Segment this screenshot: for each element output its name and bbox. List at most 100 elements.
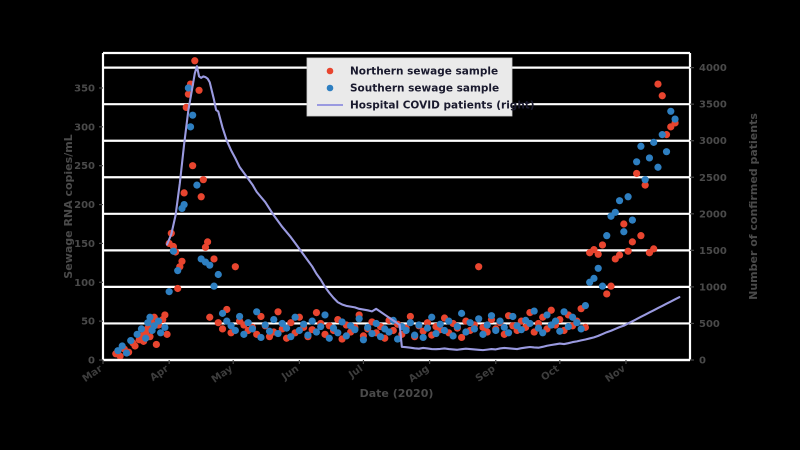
data-point <box>274 308 282 316</box>
data-point <box>543 311 551 319</box>
data-point <box>440 326 449 335</box>
series-points-southern <box>114 84 679 357</box>
data-point <box>547 306 555 314</box>
data-point <box>641 181 649 189</box>
data-point <box>295 326 303 335</box>
data-point <box>180 189 188 197</box>
data-point <box>483 321 491 329</box>
data-point <box>227 322 235 330</box>
data-point <box>329 324 338 332</box>
data-point <box>240 330 248 338</box>
data-point <box>142 334 150 342</box>
data-point <box>308 317 316 325</box>
data-point <box>628 238 636 246</box>
data-point <box>594 250 602 258</box>
chart-legend: Northern sewage sample Southern sewage sa… <box>306 57 535 117</box>
legend-label: Northern sewage sample <box>350 66 498 78</box>
data-point <box>184 84 192 92</box>
data-point <box>223 317 231 325</box>
data-point <box>624 193 632 201</box>
data-point <box>650 138 658 146</box>
data-point <box>133 330 141 338</box>
data-point <box>351 326 359 334</box>
data-point <box>300 320 308 328</box>
data-point <box>214 270 222 279</box>
data-point <box>236 312 244 321</box>
data-point <box>154 317 163 325</box>
data-point <box>611 208 619 216</box>
data-point <box>265 327 274 335</box>
data-point <box>534 324 543 332</box>
left-tick-label: 300 <box>74 122 95 133</box>
data-point <box>355 315 363 323</box>
right-tick-label: 500 <box>699 319 720 330</box>
y-axis-title: Sewage RNA copies/mL <box>62 134 75 278</box>
data-point <box>248 325 257 333</box>
data-point <box>146 313 154 321</box>
data-point <box>551 317 560 325</box>
x-axis-title: Date (2020) <box>360 387 434 400</box>
data-point <box>573 319 581 327</box>
data-point <box>607 282 615 290</box>
data-point <box>163 330 171 338</box>
data-point <box>334 329 342 337</box>
data-point <box>189 162 197 170</box>
right-tick-label: 1500 <box>699 246 727 257</box>
data-point <box>257 333 265 342</box>
data-point <box>393 335 402 343</box>
data-point <box>150 322 158 330</box>
data-point <box>620 220 628 228</box>
data-point <box>470 325 479 333</box>
data-point <box>312 308 321 317</box>
data-point <box>214 319 222 327</box>
data-point <box>658 92 666 100</box>
data-point <box>581 301 590 310</box>
data-point <box>615 197 624 205</box>
right-tick-label: 3000 <box>699 136 727 147</box>
data-point <box>206 261 214 269</box>
data-point <box>564 322 572 331</box>
data-point <box>633 169 641 178</box>
data-point <box>428 313 436 321</box>
data-point <box>598 241 607 249</box>
data-point <box>504 329 513 337</box>
data-point <box>191 57 199 65</box>
data-point <box>462 328 470 336</box>
left-tick-label: 0 <box>88 356 95 367</box>
left-tick-label: 100 <box>74 278 95 289</box>
data-point <box>385 328 393 336</box>
data-point <box>620 228 628 236</box>
data-point <box>641 176 649 184</box>
data-point <box>180 200 188 209</box>
right-tick-label: 4000 <box>699 63 727 74</box>
data-point <box>445 317 453 325</box>
data-point <box>603 290 611 298</box>
data-point <box>432 329 440 338</box>
data-point <box>144 319 152 327</box>
data-point <box>654 163 662 171</box>
right-tick-label: 3500 <box>699 100 727 111</box>
data-point <box>598 282 607 290</box>
left-tick-label: 200 <box>74 200 95 211</box>
data-point <box>321 311 329 319</box>
data-point <box>411 331 419 339</box>
data-point <box>615 251 624 259</box>
data-point <box>368 329 376 338</box>
right-tick-label: 0 <box>699 356 706 367</box>
data-point <box>458 309 466 317</box>
data-point <box>569 313 577 321</box>
right-tick-label: 2500 <box>699 173 727 184</box>
data-point <box>423 319 432 327</box>
data-point <box>475 315 483 323</box>
data-point <box>423 324 432 332</box>
data-point <box>122 349 131 357</box>
left-tick-label: 350 <box>74 83 95 94</box>
data-point <box>590 274 598 282</box>
data-point <box>169 247 178 255</box>
data-point <box>342 332 350 340</box>
data-point <box>278 319 286 328</box>
data-point <box>174 284 182 293</box>
data-point <box>210 255 218 263</box>
